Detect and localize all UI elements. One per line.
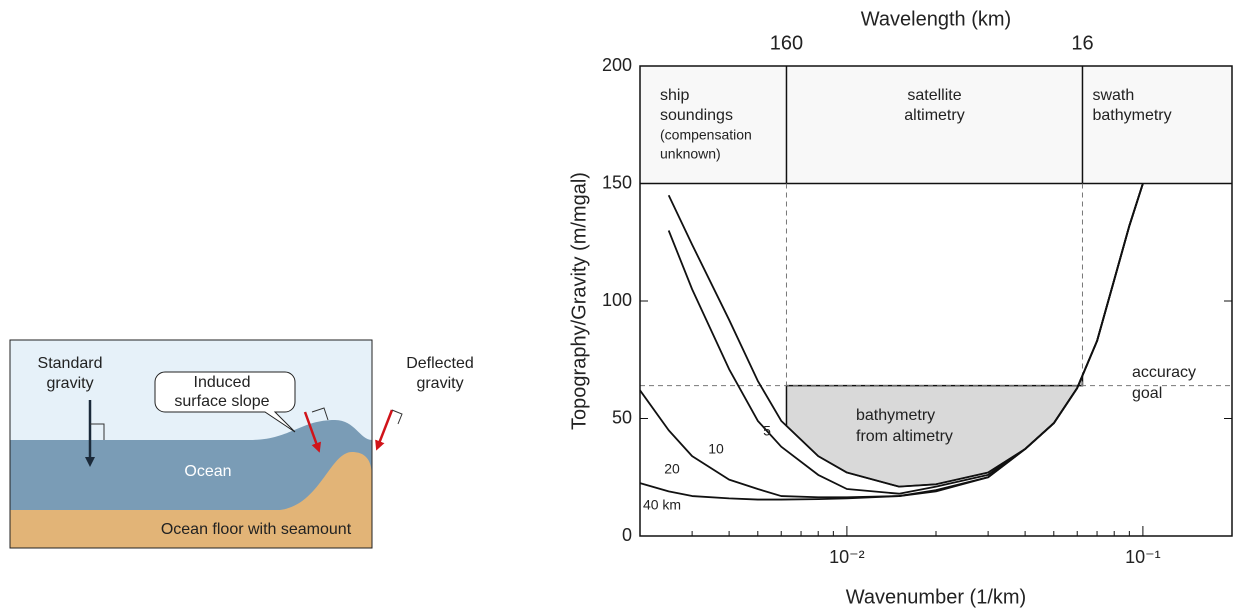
shaded-label: from altimetry <box>856 428 953 445</box>
top-axis-title: Wavelength (km) <box>861 8 1011 30</box>
seafloor <box>10 452 372 548</box>
diagram: Standard gravity Induced surface slope D… <box>9 339 474 549</box>
y-tick-label: 50 <box>612 407 632 427</box>
band <box>640 66 1232 184</box>
curve <box>639 183 1144 501</box>
ocean <box>10 420 372 512</box>
diagram-frame <box>9 339 373 549</box>
x-axis-title: Wavenumber (1/km) <box>846 586 1026 608</box>
label: Ocean <box>184 463 231 480</box>
y-tick-label: 100 <box>602 290 632 310</box>
label: Standard <box>38 355 103 372</box>
x-tick-label: 10⁻¹ <box>1125 547 1161 567</box>
region-label: ship <box>660 87 689 104</box>
curve-label: 10 <box>708 441 724 457</box>
y-tick-label: 150 <box>602 172 632 192</box>
callout <box>154 371 296 433</box>
y-tick-label: 0 <box>622 525 632 545</box>
curve-label: 20 <box>664 461 680 477</box>
x-tick-label: 10⁻² <box>829 547 865 567</box>
label: gravity <box>46 375 93 392</box>
plot-frame <box>639 65 1233 537</box>
right-angle <box>391 409 403 425</box>
accuracy-label: accuracy <box>1132 364 1196 381</box>
label: gravity <box>416 375 463 392</box>
right-angle <box>90 423 105 440</box>
x2-tick-label: 16 <box>1071 32 1093 54</box>
shaded-label: bathymetry <box>856 407 935 424</box>
region-label: soundings <box>660 107 733 124</box>
region-label: (compensation <box>660 127 752 143</box>
label: Ocean floor with seamount <box>161 521 352 538</box>
label: Deflected <box>406 355 474 372</box>
x2-tick-label: 160 <box>770 32 803 54</box>
y-tick-label: 200 <box>602 55 632 75</box>
region-label: altimetry <box>904 107 964 124</box>
deflected-arrow <box>303 411 322 453</box>
curve-label: 5 <box>763 423 771 439</box>
region-label: bathymetry <box>1092 107 1171 124</box>
accuracy-label: goal <box>1132 385 1162 402</box>
deflected-arrow <box>375 409 394 451</box>
region-label: unknown) <box>660 146 721 162</box>
right-angle <box>311 407 329 421</box>
curve-label: 40 km <box>643 497 681 513</box>
y-axis-title: Topography/Gravity (m/mgal) <box>568 172 590 430</box>
label: surface slope <box>174 393 269 410</box>
label: Induced <box>194 374 251 391</box>
region-label: swath <box>1092 87 1134 104</box>
region-label: satellite <box>907 87 961 104</box>
